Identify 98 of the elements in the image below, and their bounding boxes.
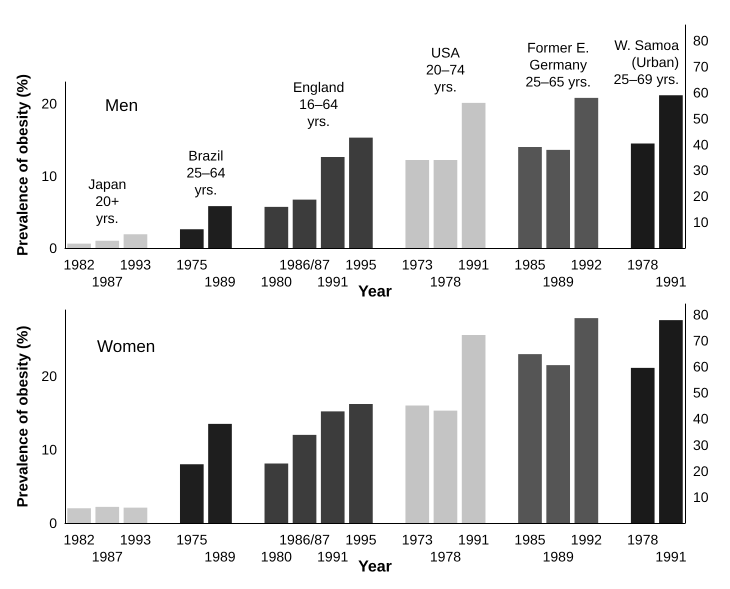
x-tick-label: 1993 (120, 532, 152, 548)
x-tick-label: 1987 (92, 548, 124, 564)
y2-tick-label: 50 (693, 110, 709, 126)
x-tick-label: 1993 (120, 256, 152, 272)
x-axis-title: Year (358, 558, 392, 576)
x-tick-label: 1978 (430, 274, 462, 290)
bar (405, 405, 430, 523)
x-tick-label: 1985 (514, 256, 546, 272)
bar (208, 206, 232, 248)
y-axis-title: Prevalence of obesity (%) (14, 326, 32, 508)
x-tick-label: 1989 (204, 548, 236, 564)
bar (208, 424, 232, 523)
x-tick-label: 1980 (260, 548, 292, 564)
bar (67, 508, 91, 523)
bar (518, 146, 542, 248)
bar (180, 229, 204, 248)
bar (574, 318, 598, 523)
bar (574, 98, 598, 248)
bar (462, 334, 486, 523)
x-tick-label: 1986/87 (279, 256, 330, 272)
x-tick-label: 1991 (317, 548, 349, 564)
x-tick-label: 1992 (570, 532, 602, 548)
y-tick-label: 10 (41, 168, 58, 184)
text: Men (105, 96, 138, 115)
y-tick-label: 10 (41, 442, 58, 458)
bar (95, 240, 120, 248)
x-tick-label: 1975 (176, 532, 208, 548)
bar (405, 160, 430, 248)
y2-tick-label: 70 (693, 332, 709, 348)
bar (124, 508, 148, 523)
bar (180, 464, 204, 523)
y2-tick-label: 20 (693, 188, 709, 204)
y-tick-label: 0 (49, 515, 58, 531)
bar (264, 464, 288, 523)
x-tick-label: 1991 (458, 256, 490, 272)
y-tick-label: 20 (41, 368, 58, 384)
y2-tick-label: 80 (693, 306, 709, 322)
annotation: England 16–64 yrs. (292, 79, 344, 130)
y2-tick-label: 20 (693, 462, 709, 479)
x-tick-label: 1982 (64, 256, 95, 272)
bar (546, 150, 570, 248)
x-tick-label: 1987 (92, 274, 124, 290)
x-tick-label: 1991 (655, 274, 687, 290)
x-tick-label: 1985 (514, 532, 546, 548)
bar (349, 138, 373, 248)
bar (434, 410, 458, 523)
x-tick-label: 1989 (542, 548, 574, 564)
x-tick-label: 1978 (430, 548, 462, 564)
text: Women (97, 337, 156, 356)
x-tick-label: 1995 (345, 532, 377, 548)
bar (320, 157, 345, 248)
bar (67, 244, 91, 248)
bar (546, 365, 570, 523)
bar (518, 354, 542, 523)
y2-tick-label: 70 (693, 58, 709, 74)
x-tick-label: 1991 (317, 274, 349, 290)
bar (95, 506, 120, 523)
y2-tick-label: 80 (693, 32, 709, 49)
x-tick-label: 1986/87 (279, 532, 330, 548)
x-tick-label: 1975 (176, 256, 208, 272)
y2-tick-label: 30 (693, 162, 709, 178)
annotation: USA 20–74 yrs. (426, 44, 466, 94)
annotation: Brazil 25–64 yrs. (186, 148, 226, 198)
x-tick-label: 1973 (402, 256, 434, 272)
y2-tick-label: 60 (693, 358, 709, 375)
bar (292, 200, 316, 248)
y2-tick-label: 30 (693, 436, 709, 453)
x-axis-title: Year (358, 284, 392, 300)
y2-tick-label: 10 (693, 488, 709, 505)
x-tick-label: 1995 (345, 256, 377, 272)
x-tick-label: 1989 (204, 274, 236, 290)
bar (349, 404, 373, 523)
y2-tick-label: 40 (693, 410, 709, 427)
bar (434, 160, 458, 248)
x-tick-label: 1978 (627, 256, 659, 272)
y-tick-label: 20 (41, 96, 58, 112)
x-tick-label: 1992 (570, 256, 602, 272)
bar (320, 411, 345, 523)
annotation: Former E. Germany 25–65 yrs. (525, 39, 591, 90)
bar (264, 206, 288, 248)
y2-tick-label: 10 (693, 214, 709, 230)
annotation: Japan 20+ yrs. (88, 176, 126, 226)
bar (124, 234, 148, 248)
bar (292, 434, 316, 523)
x-tick-label: 1980 (260, 274, 292, 290)
x-tick-label: 1991 (655, 548, 687, 564)
x-tick-label: 1991 (458, 532, 490, 548)
y2-tick-label: 40 (693, 136, 709, 152)
bar (462, 102, 486, 248)
y-axis-title: Prevalence of obesity (%) (14, 74, 32, 256)
x-tick-label: 1978 (627, 532, 659, 548)
y2-tick-label: 60 (693, 84, 709, 100)
annotation: W. Samoa (Urban) 25–69 yrs. (614, 36, 680, 87)
x-tick-label: 1973 (402, 532, 434, 548)
y2-tick-label: 50 (693, 384, 709, 401)
x-tick-label: 1982 (64, 532, 95, 548)
x-tick-label: 1989 (542, 274, 574, 290)
y-tick-label: 0 (49, 240, 58, 256)
